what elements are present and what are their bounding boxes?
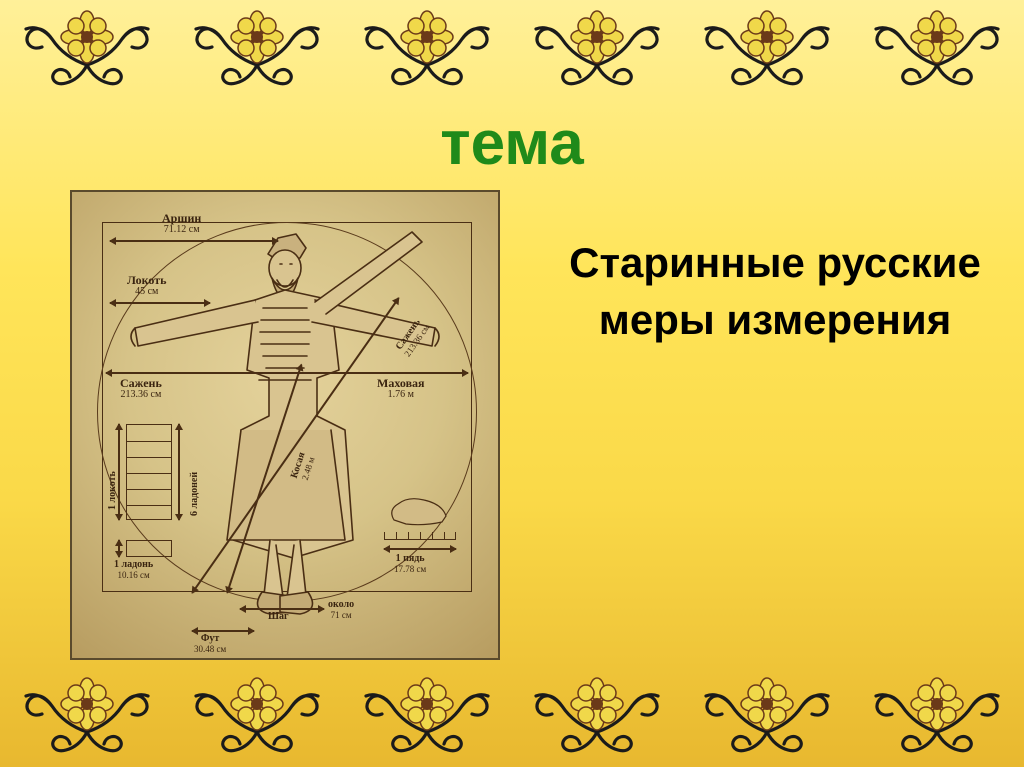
arrow-foot	[192, 630, 254, 632]
label-shag: Шаг	[268, 612, 289, 623]
label-makhovaya: Маховая 1.76 м	[377, 377, 425, 400]
label-foot: Фут 30.48 см	[194, 634, 226, 654]
measures-diagram: Аршин 71.12 см Локоть 45 см Сажень 213.3…	[70, 190, 500, 660]
arrow-pyad	[384, 548, 456, 550]
ornament-unit	[2, 5, 172, 95]
ornament-row-bottom	[0, 671, 1024, 763]
ornament-unit	[512, 5, 682, 95]
ornament-unit	[342, 5, 512, 95]
ornament-unit	[682, 5, 852, 95]
ornament-unit	[852, 672, 1022, 762]
ornament-unit	[342, 672, 512, 762]
arrow-shag	[240, 608, 324, 610]
ornament-unit	[2, 672, 172, 762]
ornament-unit	[512, 672, 682, 762]
label-1-ladon: 1 ладонь 10.16 см	[114, 560, 153, 580]
arrow-sazhen	[106, 372, 468, 374]
arrow-1-ladon	[118, 540, 120, 557]
arrow-lokot	[110, 302, 210, 304]
page-title: тема	[0, 108, 1024, 179]
arrow-arshin	[110, 240, 278, 242]
label-6-ladon: 6 ладоней	[190, 472, 201, 516]
ornament-unit	[682, 672, 852, 762]
ornament-unit	[852, 5, 1022, 95]
lokot-palm-box	[126, 424, 172, 520]
label-lokot: Локоть 45 см	[127, 274, 166, 297]
ornament-unit	[172, 672, 342, 762]
label-pyad: 1 пядь 17.78 см	[394, 554, 426, 574]
pyad-ruler	[384, 530, 456, 540]
label-okolo71: около 71 см	[328, 600, 354, 620]
label-sazhen: Сажень 213.36 см	[120, 377, 162, 400]
ladon-box	[126, 540, 172, 557]
arrow-6-ladon	[178, 424, 180, 520]
subtitle: Старинные русские меры измерения	[560, 235, 990, 348]
hand-icon	[384, 492, 454, 530]
ornament-unit	[172, 5, 342, 95]
label-1-lokot: 1 локоть	[108, 471, 119, 510]
ornament-row-top	[0, 4, 1024, 96]
label-arshin: Аршин 71.12 см	[162, 212, 201, 235]
